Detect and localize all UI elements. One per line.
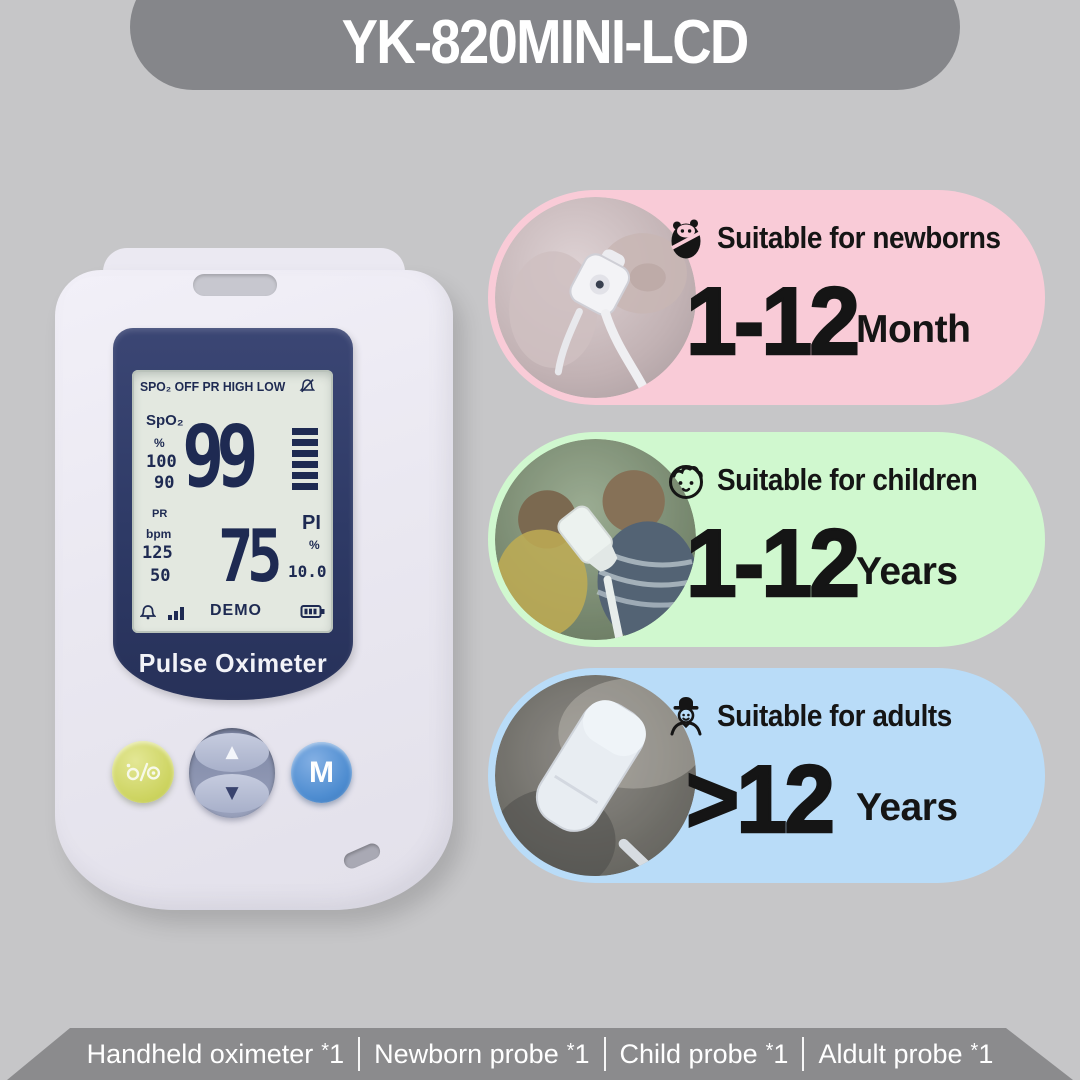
display-bezel: SPO₂ OFF PR HIGH LOW SpO₂ % 100 90 99 PR…: [113, 328, 353, 700]
title-banner: YK-820MINI-LCD: [130, 0, 960, 90]
product-title: YK-820MINI-LCD: [342, 7, 750, 77]
lcd-pr-label: PR: [152, 508, 168, 520]
bell-icon: [140, 605, 156, 620]
child-face-icon: [664, 458, 708, 502]
lcd-pi-label: PI: [302, 512, 321, 534]
pulse-amplitude-bargraph: [292, 428, 318, 490]
lanyard-slot: [193, 274, 277, 296]
device-brand-text: Pulse Oximeter: [138, 648, 328, 678]
card-newborns: Suitable for newborns 1-12 Month: [488, 190, 1045, 405]
lcd-spo2-label: SpO₂: [146, 412, 184, 429]
lcd-demo-text: DEMO: [210, 602, 262, 619]
contents-item: Handheld oximeter *1: [86, 1038, 345, 1069]
lcd-spo2-low-limit: 90: [154, 473, 175, 493]
up-down-navigation-pad: ▲ ▼: [189, 728, 275, 818]
power-alarm-button: [112, 741, 174, 803]
adult-finger-probe-photo: [495, 675, 696, 876]
card-children: Suitable for children 1-12 Years: [488, 432, 1045, 647]
children-with-probe-photo: [495, 439, 696, 640]
down-button: ▼: [195, 774, 269, 813]
card-title: Suitable for newborns: [717, 220, 1001, 255]
card-age-unit: Month: [856, 308, 971, 351]
card-age-range: 1-12: [685, 510, 861, 617]
pulse-oximeter-device: SPO₂ OFF PR HIGH LOW SpO₂ % 100 90 99 PR…: [55, 248, 453, 910]
lcd-spo2-value: 99: [182, 407, 259, 507]
card-children-header: Suitable for children: [664, 458, 1006, 502]
lcd-pi-unit: %: [309, 538, 320, 552]
contents-item: Newborn probe *1: [374, 1038, 590, 1069]
lcd-pr-unit: bpm: [146, 527, 172, 541]
swaddled-baby-icon: [664, 216, 708, 260]
contents-item: Aldult probe *1: [818, 1038, 994, 1069]
lcd-pr-low-limit: 50: [150, 566, 171, 586]
card-age-range: >12: [685, 746, 836, 853]
lcd-pr-value: 75: [218, 514, 283, 598]
battery-icon: [300, 605, 325, 618]
bell-crossed-icon: [299, 378, 315, 393]
lcd-pr-high-limit: 125: [142, 543, 173, 563]
signal-strength-icon: [168, 607, 184, 620]
newborn-with-probe-photo: [495, 197, 696, 398]
card-age-unit: Years: [856, 786, 958, 829]
arrow-down-icon: ▼: [225, 783, 239, 803]
card-adults: Suitable for adults >12 Years: [488, 668, 1045, 883]
arrow-up-icon: ▲: [225, 742, 239, 762]
card-age-range: 1-12: [685, 268, 861, 375]
mode-button: M: [291, 742, 352, 803]
lcd-spo2-high-limit: 100: [146, 452, 177, 472]
contents-item: Child probe *1: [619, 1038, 789, 1069]
package-contents-band: Handheld oximeter *1 Newborn probe *1 Chil…: [7, 1028, 1073, 1080]
lcd-screen: SPO₂ OFF PR HIGH LOW SpO₂ % 100 90 99 PR…: [132, 370, 333, 633]
up-button: ▲: [195, 733, 269, 772]
power-icon: [126, 762, 161, 782]
divider: [358, 1037, 361, 1071]
card-adults-header: Suitable for adults: [664, 694, 978, 738]
lcd-spo2-unit: %: [154, 436, 165, 450]
lcd-pi-value: 10.0: [288, 562, 327, 581]
package-contents-bar: Handheld oximeter *1 Newborn probe *1 Chil…: [0, 1028, 1080, 1080]
card-title: Suitable for adults: [717, 698, 952, 733]
card-age-unit: Years: [856, 550, 958, 593]
divider: [802, 1037, 805, 1071]
lcd-status-text: SPO₂ OFF PR HIGH LOW: [140, 378, 286, 394]
lcd-bottom-row: DEMO: [140, 602, 326, 620]
card-title: Suitable for children: [717, 462, 978, 497]
divider: [603, 1037, 606, 1071]
adult-hat-icon: [664, 694, 708, 738]
card-newborns-header: Suitable for newborns: [664, 216, 1032, 260]
mode-button-label: M: [309, 755, 334, 789]
lcd-status-row: SPO₂ OFF PR HIGH LOW: [140, 378, 315, 394]
